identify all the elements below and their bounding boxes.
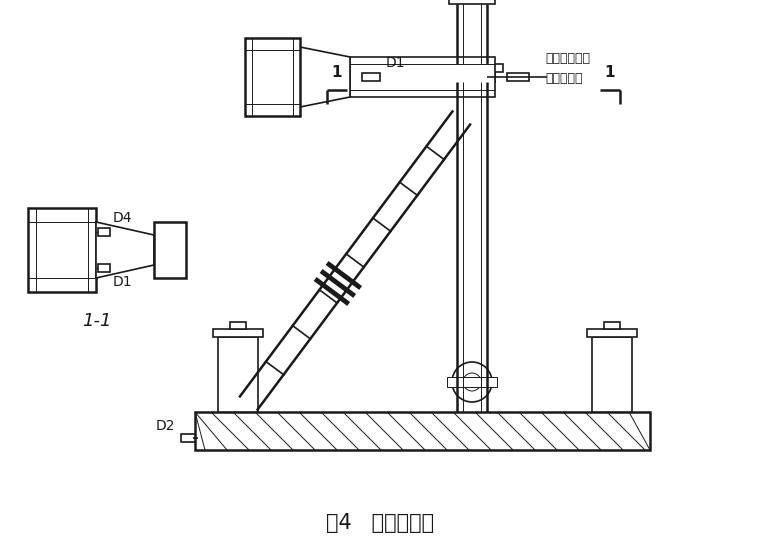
Circle shape (452, 362, 492, 402)
Bar (449, 72, 495, 82)
Text: D2: D2 (156, 419, 175, 433)
Text: D1: D1 (113, 275, 133, 289)
Bar (181, 434, 195, 442)
Bar (98, 264, 110, 272)
Bar (245, 38, 300, 116)
Polygon shape (300, 47, 350, 107)
Bar (362, 73, 380, 81)
Text: D1: D1 (386, 56, 406, 70)
Bar (98, 228, 110, 236)
Bar (28, 208, 96, 292)
Bar (441, 64, 503, 72)
Text: 位移传感器: 位移传感器 (545, 72, 582, 85)
Text: D4: D4 (113, 211, 132, 225)
Bar (195, 412, 650, 450)
Text: 1: 1 (332, 65, 342, 80)
Bar (350, 57, 495, 97)
Bar (507, 73, 529, 81)
Text: 1-1: 1-1 (82, 312, 112, 330)
Bar (447, 377, 497, 387)
Bar (218, 337, 258, 412)
Bar (154, 222, 186, 278)
Text: 图4   位移计布置: 图4 位移计布置 (326, 513, 434, 533)
Bar (587, 329, 637, 337)
Bar (604, 322, 620, 329)
Text: 磁致伸缩水平: 磁致伸缩水平 (545, 52, 590, 65)
Polygon shape (96, 222, 154, 278)
Bar (230, 322, 246, 329)
Bar (449, 0, 495, 4)
Bar (213, 329, 263, 337)
Bar (592, 337, 632, 412)
Circle shape (463, 373, 481, 391)
Text: 1: 1 (605, 65, 616, 80)
